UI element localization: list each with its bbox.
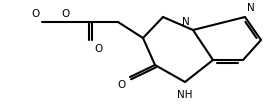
Text: O: O	[118, 80, 126, 90]
Text: O: O	[62, 9, 70, 19]
Text: NH: NH	[177, 90, 193, 100]
Text: N: N	[182, 17, 190, 27]
Text: O: O	[94, 44, 102, 54]
Text: N: N	[247, 3, 255, 13]
Text: O: O	[32, 9, 40, 19]
